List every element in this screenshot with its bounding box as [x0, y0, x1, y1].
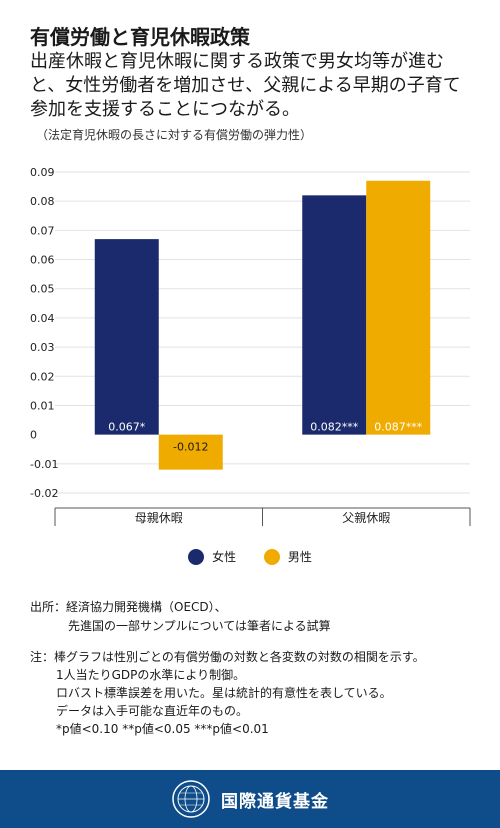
y-tick-label: 0.02	[30, 370, 55, 383]
bar-female	[94, 239, 159, 435]
source-line-2: 先進国の一部サンプルについては筆者による試算	[68, 619, 331, 633]
imf-seal-icon	[172, 780, 210, 818]
legend-label-female: 女性	[212, 550, 237, 564]
chart-subtitle: 出産休暇と育児休暇に関する政策で男女均等が進むと、女性労働者を増加させ、父親によ…	[30, 51, 461, 120]
note-line-5: *p値<0.10 **p値<0.05 ***p値<0.01	[56, 722, 269, 736]
chart-title: 有償労働と育児休暇政策	[30, 25, 250, 49]
legend-item-male: 男性	[263, 548, 312, 565]
x-tick-label: 父親休暇	[342, 511, 390, 525]
data-label: -0.012	[173, 441, 208, 454]
chart-legend: 女性 男性	[0, 548, 500, 568]
footnotes: 注：棒グラフは性別ごとの有償労働の対数と各変数の対数の相関を示す。 1人当たりG…	[30, 648, 425, 738]
y-tick-label: 0	[30, 429, 37, 442]
chart-caption: （法定育児休暇の長さに対する有償労働の弾力性）	[36, 128, 313, 142]
y-tick-label: 0.06	[30, 254, 55, 267]
legend-item-female: 女性	[188, 548, 236, 565]
y-tick-label: -0.02	[30, 487, 58, 500]
source-line-1: 出所：経済協力開発機構（OECD）、	[30, 600, 227, 614]
data-label: 0.082***	[310, 421, 358, 434]
note-line-2: 1人当たりGDPの水準により制御。	[56, 668, 246, 682]
source-note: 出所：経済協力開発機構（OECD）、 先進国の一部サンプルについては筆者による試…	[30, 598, 331, 636]
y-tick-label: 0.01	[30, 399, 55, 412]
y-tick-label: 0.07	[30, 224, 55, 237]
data-label: 0.087***	[374, 421, 422, 434]
note-line-1: 注：棒グラフは性別ごとの有償労働の対数と各変数の対数の相関を示す。	[30, 650, 425, 664]
y-tick-label: 0.03	[30, 341, 55, 354]
org-name: 国際通貨基金	[221, 791, 329, 812]
bar-female	[302, 195, 367, 435]
note-line-4: データは入手可能な直近年のもの。	[56, 704, 249, 718]
y-tick-label: 0.09	[30, 166, 55, 179]
legend-label-male: 男性	[287, 550, 312, 564]
y-tick-label: 0.04	[30, 312, 55, 325]
legend-swatch-female	[188, 548, 205, 565]
y-tick-label: -0.01	[30, 458, 58, 471]
bar-chart: 0.09 0.08 0.07 0.06 0.05 0.04 0.03 0.02 0.01 0 -0.…	[30, 166, 471, 526]
x-tick-label: 母親休暇	[135, 511, 183, 525]
data-label: 0.067*	[108, 421, 145, 434]
header: 有償労働と育児休暇政策 出産休暇と育児休暇に関する政策で男女均等が進むと、女性労…	[30, 24, 475, 143]
legend-swatch-male	[263, 548, 280, 565]
bar-male	[158, 434, 223, 470]
y-tick-label: 0.05	[30, 283, 55, 296]
note-line-3: ロバスト標準誤差を用いた。星は統計的有意性を表している。	[56, 686, 392, 700]
y-tick-label: 0.08	[30, 195, 55, 208]
footer-bar: 国際通貨基金	[0, 770, 500, 828]
bar-male	[366, 180, 431, 435]
